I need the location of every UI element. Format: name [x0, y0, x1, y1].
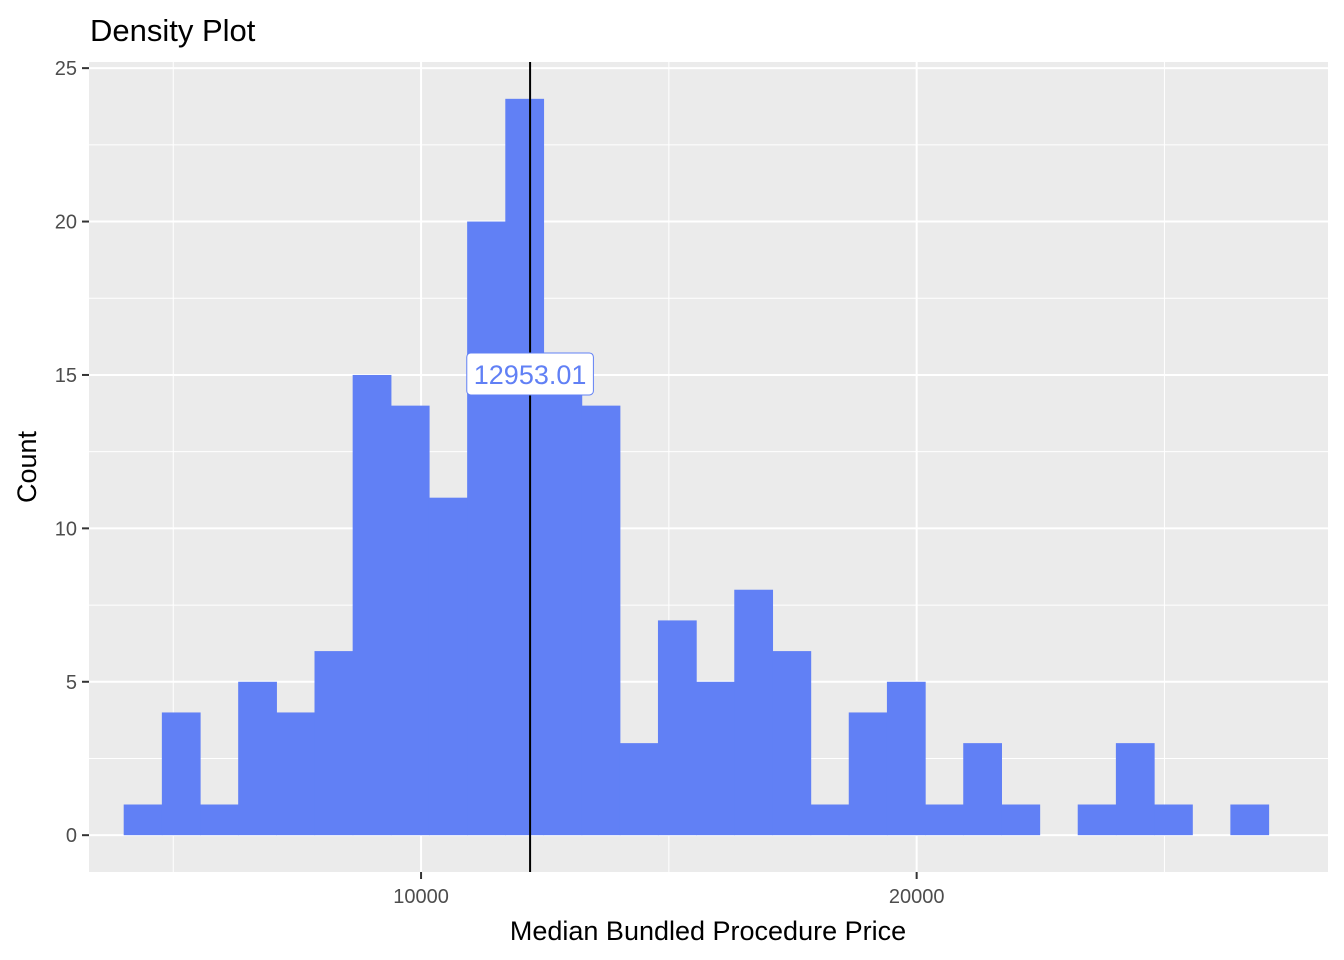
histogram-bar [238, 681, 277, 836]
histogram-bar [963, 743, 1002, 836]
histogram-bar [1230, 804, 1270, 836]
histogram-bar [1001, 804, 1041, 836]
histogram-bar [428, 497, 468, 836]
histogram-bar [657, 620, 697, 836]
histogram-bar [467, 221, 506, 836]
histogram-bar [734, 589, 774, 836]
y-tick-label: 10 [55, 518, 77, 540]
y-tick-label: 25 [55, 58, 77, 80]
x-axis: 10000 20000 [393, 872, 944, 908]
y-axis: 0 5 10 15 20 25 [55, 58, 89, 847]
chart-title: Density Plot [90, 13, 256, 48]
histogram-bar [200, 804, 239, 836]
histogram-bar [581, 405, 621, 836]
histogram-bar [543, 374, 583, 836]
y-tick-label: 15 [55, 365, 77, 387]
histogram-bar [352, 374, 392, 836]
median-label-box [466, 352, 594, 396]
histogram-bars [123, 98, 1270, 836]
histogram-bar [161, 712, 201, 836]
histogram-bar [619, 743, 659, 836]
histogram-bar [772, 651, 812, 836]
histogram-bar [276, 712, 316, 836]
y-tick-label: 0 [66, 825, 77, 847]
y-tick-label: 5 [66, 672, 77, 694]
histogram-bar [123, 804, 163, 836]
histogram-bar [886, 681, 926, 836]
histogram-bar [505, 98, 545, 836]
histogram-bar [925, 804, 964, 836]
x-tick-label: 10000 [393, 886, 449, 908]
histogram-bar [848, 712, 888, 836]
histogram-bar [1077, 804, 1117, 836]
histogram-bar [1115, 743, 1155, 836]
median-label: 12953.01 [474, 360, 587, 390]
histogram-bar [390, 405, 430, 836]
y-axis-title: Count [12, 430, 42, 503]
histogram-bar [696, 681, 735, 836]
x-tick-label: 20000 [889, 886, 945, 908]
histogram-bar [1154, 804, 1193, 836]
y-tick-label: 20 [55, 212, 77, 234]
x-axis-title: Median Bundled Procedure Price [510, 916, 906, 946]
median-annotation: 12953.01 [466, 62, 594, 872]
histogram-bar [810, 804, 850, 836]
histogram-bar [314, 651, 354, 836]
